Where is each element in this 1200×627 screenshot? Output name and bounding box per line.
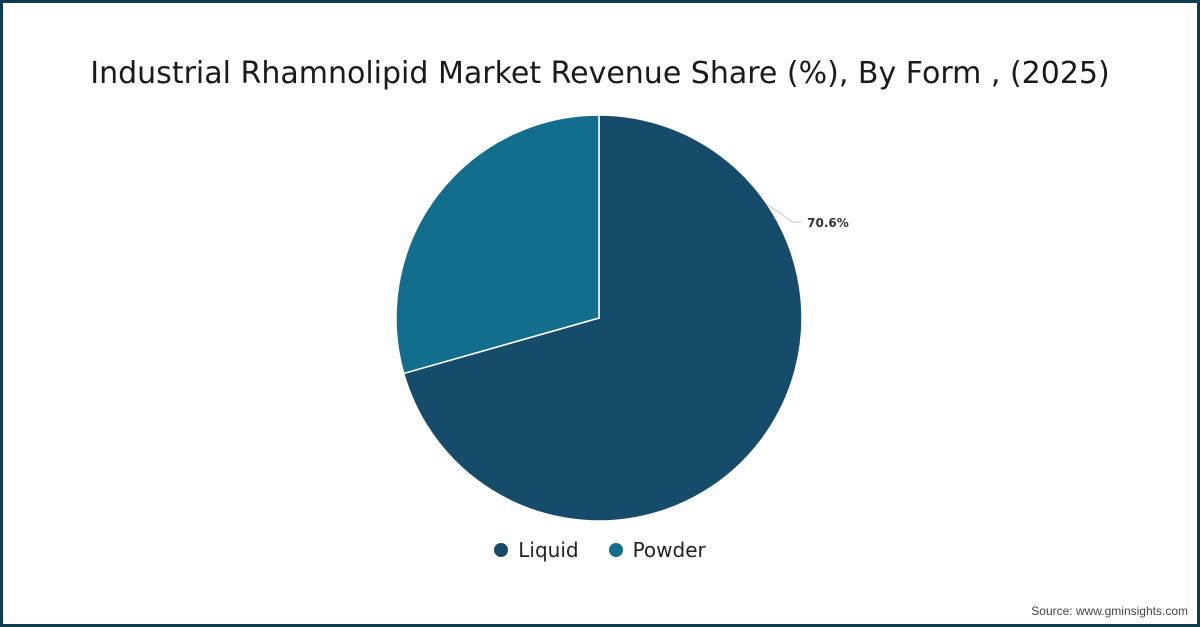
legend-label-powder: Powder [632, 538, 706, 562]
data-label-liquid: 70.6% [807, 216, 849, 230]
chart-title: Industrial Rhamnolipid Market Revenue Sh… [90, 56, 1110, 91]
pie-slice-powder[interactable] [395, 114, 600, 375]
source-text: Source: www.gminsights.com [1031, 604, 1188, 618]
legend-marker-liquid [494, 543, 509, 557]
legend-item-powder[interactable]: Powder [608, 538, 706, 562]
legend-label-liquid: Liquid [518, 538, 579, 562]
legend: Liquid Powder [0, 538, 1200, 562]
data-label-leader-line [766, 203, 802, 223]
legend-marker-powder [608, 543, 623, 557]
legend-item-liquid[interactable]: Liquid [494, 538, 579, 562]
pie-slice-liquid[interactable] [402, 114, 803, 522]
